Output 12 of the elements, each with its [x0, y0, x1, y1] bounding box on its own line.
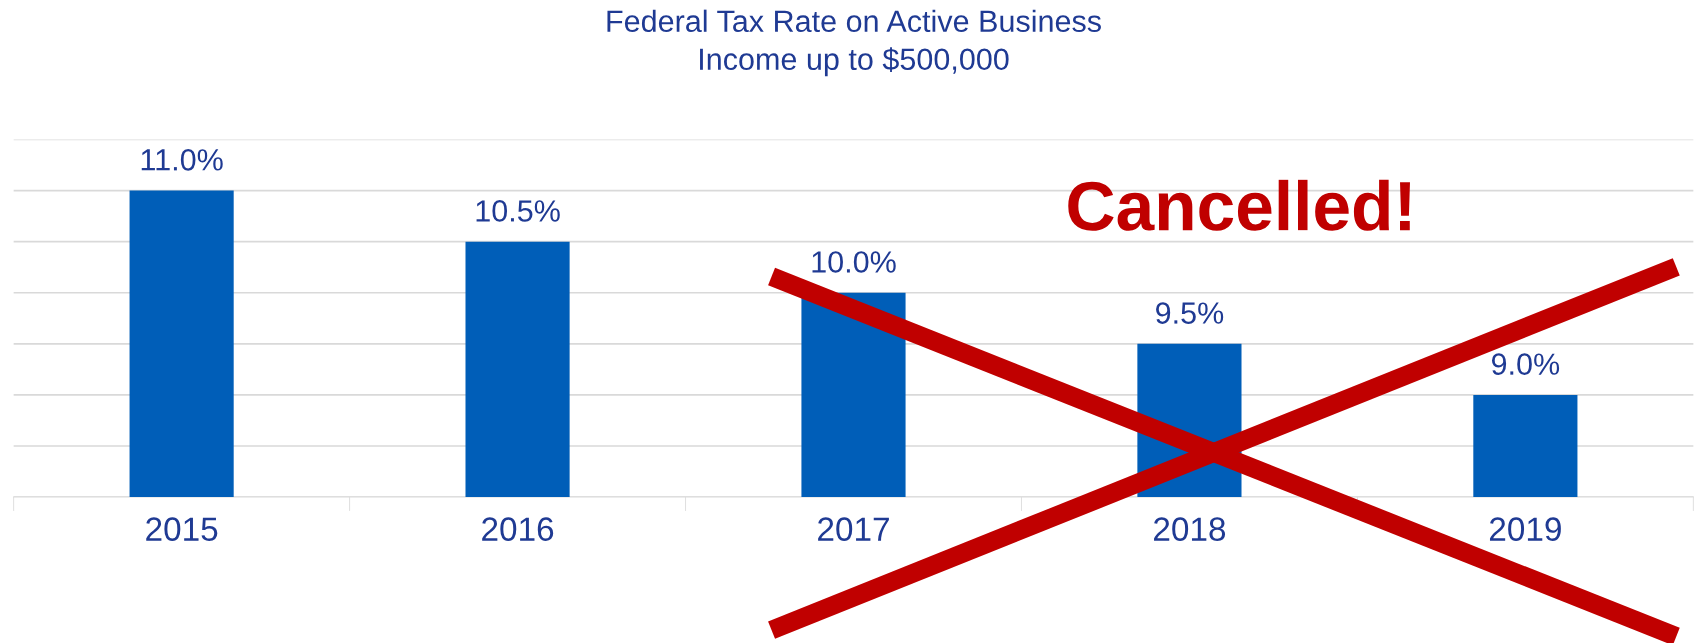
- data-label: 9.5%: [1156, 302, 1224, 324]
- x-tick-label: 2018: [1154, 517, 1226, 541]
- data-label: 9.0%: [1491, 353, 1560, 375]
- data-label: 10.0%: [812, 251, 896, 273]
- annotation: Cancelled!: [1068, 179, 1410, 231]
- x-tick-label: 2016: [482, 517, 554, 541]
- x-tick-label: 2015: [146, 517, 218, 541]
- data-label: 11.0%: [141, 149, 223, 171]
- x-tick-label: 2019: [1489, 517, 1561, 541]
- data-label: 10.5%: [476, 200, 560, 222]
- x-tick-label: 2017: [818, 517, 889, 541]
- chart-title: Federal Tax Rate on Active Business Income up to $500,000: [607, 9, 1101, 77]
